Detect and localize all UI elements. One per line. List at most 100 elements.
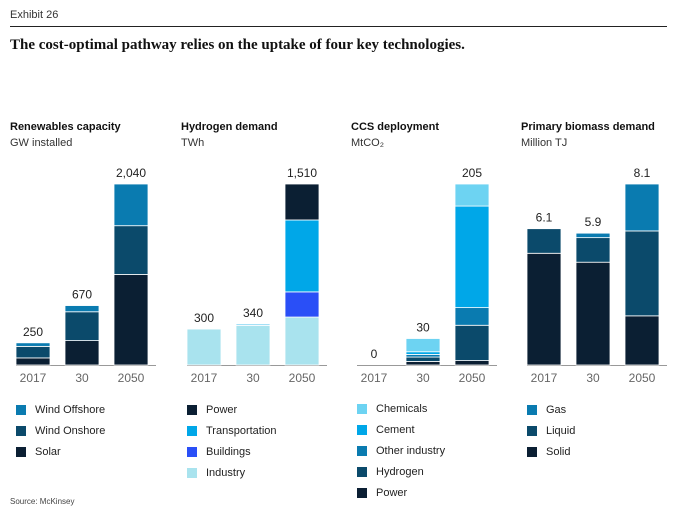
chart-title-biomass: Primary biomass demand — [521, 121, 655, 133]
legend-swatch — [187, 425, 197, 436]
legend-swatch — [187, 446, 197, 457]
legend-swatch — [527, 425, 537, 436]
x-tick-label: 30 — [416, 371, 430, 385]
bar-total-label: 5.9 — [585, 215, 602, 229]
chart-title-hydrogen: Hydrogen demand — [181, 121, 278, 133]
bar-segment — [284, 183, 320, 221]
legend-item: Industry — [187, 462, 277, 483]
chart-unit-biomass: Million TJ — [521, 137, 568, 149]
bar-segment — [454, 324, 490, 361]
legend-label: Transportation — [206, 424, 277, 437]
bar-segment — [284, 291, 320, 318]
legend-swatch — [357, 445, 367, 456]
legend-item: Transportation — [187, 420, 277, 441]
legend-label: Solid — [546, 445, 571, 458]
legend-item: Solid — [527, 441, 575, 462]
legend-label: Wind Onshore — [35, 424, 106, 437]
legend-swatch — [357, 487, 367, 498]
bar-segment — [405, 338, 441, 353]
bar-segment — [624, 230, 660, 317]
legend-label: Industry — [206, 466, 246, 479]
source-note: Source: McKinsey — [10, 497, 75, 506]
legend-item: Cement — [357, 419, 445, 440]
bar-segment — [113, 225, 149, 275]
legend-label: Power — [376, 486, 408, 499]
bar-segment — [454, 183, 490, 207]
bar-segment — [454, 360, 490, 366]
legend-item: Chemicals — [357, 398, 445, 419]
legend-item: Gas — [527, 399, 575, 420]
bar-segment — [454, 205, 490, 309]
legend-swatch — [187, 467, 197, 478]
bar-segment — [575, 237, 611, 263]
x-tick-label: 2017 — [191, 371, 218, 385]
bar-total-label: 8.1 — [634, 166, 651, 180]
bar-segment — [526, 252, 562, 366]
bar-segment — [15, 357, 51, 366]
chart-title-renewables: Renewables capacity — [10, 121, 121, 133]
bar-total-label: 2,040 — [116, 166, 146, 180]
legend-item: Buildings — [187, 441, 277, 462]
chart-unit-renewables: GW installed — [10, 137, 73, 149]
bar-total-label: 6.1 — [536, 211, 553, 225]
bar-segment — [405, 361, 441, 366]
x-tick-label: 2050 — [459, 371, 486, 385]
bar-segment — [15, 342, 51, 347]
header-rule — [10, 26, 667, 27]
bar-total-label: 300 — [194, 311, 214, 325]
legend-label: Other industry — [376, 444, 446, 457]
legend-label: Buildings — [206, 445, 251, 458]
legend-item: Power — [187, 399, 277, 420]
legend-label: Power — [206, 403, 238, 416]
bar-segment — [186, 328, 222, 366]
legend-item: Solar — [16, 441, 105, 462]
legend-hydrogen: Power Transportation Buildings Industry — [187, 399, 277, 483]
legend-label: Chemicals — [376, 402, 428, 415]
bar-total-label: 670 — [72, 288, 92, 302]
legend-item: Other industry — [357, 440, 445, 461]
x-tick-label: 30 — [246, 371, 260, 385]
bar-total-label: 1,510 — [287, 166, 317, 180]
bar-segment — [454, 307, 490, 326]
bar-total-label: 0 — [371, 347, 378, 361]
x-tick-label: 2050 — [289, 371, 316, 385]
bar-segment — [64, 305, 100, 313]
charts-canvas: 2502017670302,04020503002017340301,51020… — [15, 166, 667, 385]
exhibit-label: Exhibit 26 — [10, 9, 59, 21]
legend-label: Gas — [546, 403, 567, 416]
legend-label: Wind Offshore — [35, 403, 106, 416]
x-tick-label: 30 — [586, 371, 600, 385]
legend-swatch — [357, 403, 367, 414]
legend-swatch — [357, 424, 367, 435]
legend-swatch — [187, 404, 197, 415]
bar-total-label: 250 — [23, 325, 43, 339]
legend-ccs: Chemicals Cement Other industry Hydrogen Pow… — [357, 398, 445, 503]
x-tick-label: 30 — [75, 371, 89, 385]
chart-unit-ccs: MtCO₂ — [351, 137, 384, 149]
legend-label: Liquid — [546, 424, 576, 437]
bar-segment — [235, 325, 271, 366]
chart-title-ccs: CCS deployment — [351, 121, 440, 133]
legend-swatch — [16, 425, 26, 436]
legend-swatch — [16, 404, 26, 415]
legend-renewables: Wind Offshore Wind Onshore Solar — [16, 399, 105, 462]
bar-segment — [624, 315, 660, 366]
bar-segment — [575, 261, 611, 366]
legend-swatch — [527, 404, 537, 415]
x-tick-label: 2050 — [118, 371, 145, 385]
x-tick-label: 2017 — [361, 371, 388, 385]
legend-swatch — [16, 446, 26, 457]
legend-swatch — [357, 466, 367, 477]
legend-label: Solar — [35, 445, 61, 458]
bar-total-label: 340 — [243, 306, 263, 320]
bar-segment — [64, 340, 100, 366]
bar-segment — [284, 219, 320, 293]
legend-item: Power — [357, 482, 445, 503]
bar-segment — [526, 228, 562, 254]
legend-biomass: Gas Liquid Solid — [527, 399, 575, 462]
bar-segment — [113, 183, 149, 227]
legend-swatch — [527, 446, 537, 457]
bar-segment — [624, 183, 660, 232]
legend-label: Cement — [376, 423, 415, 436]
legend-item: Wind Onshore — [16, 420, 105, 441]
